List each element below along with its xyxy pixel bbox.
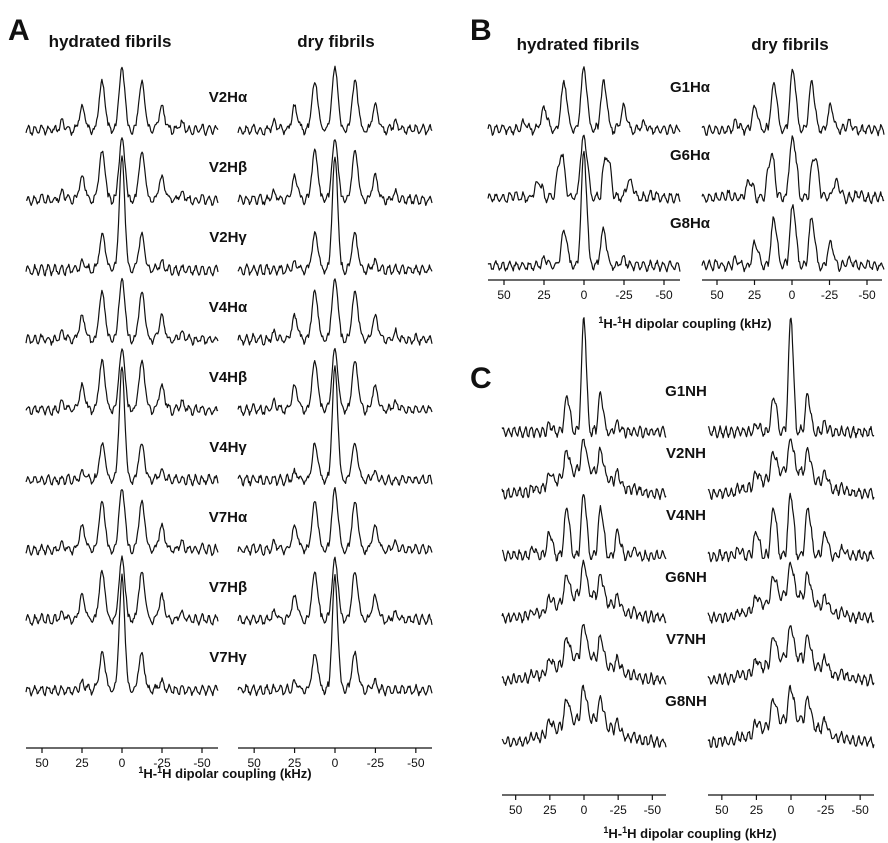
- panel-b-hydrated-trace-2: [487, 150, 681, 273]
- panel-a-hydrated-trace-1: [26, 137, 219, 206]
- panel-c-row-label-4: V7NH: [666, 631, 706, 648]
- panel-a-dry-trace-5: [237, 365, 433, 487]
- panel-c-left-trace-1: [501, 438, 667, 501]
- panel-letter-a: A: [8, 14, 30, 47]
- panel-a-row-label-7: V7Hβ: [209, 579, 247, 596]
- x-tick-label-a-dry-3: -25: [367, 756, 385, 770]
- panel-a-row-label-0: V2Hα: [209, 89, 248, 106]
- x-tick-label-b-dry-2: 0: [789, 288, 796, 302]
- x-tick-label-b-hydrated-2: 0: [581, 288, 588, 302]
- panel-a-x-title: 1H-1H dipolar coupling (kHz): [138, 765, 311, 781]
- panel-a-dry-trace-6: [237, 487, 433, 556]
- panel-c-row-label-1: V2NH: [666, 445, 706, 462]
- panel-c-left-trace-3: [501, 559, 667, 624]
- panel-b-dry-trace-0: [701, 68, 885, 137]
- panel-c-left-trace-4: [501, 623, 667, 686]
- panel-a-dry-trace-7: [237, 556, 433, 626]
- panel-a-hydrated-trace-4: [25, 348, 219, 416]
- panel-a-row-label-1: V2Hβ: [209, 159, 247, 176]
- panel-a-hydrated-trace-6: [25, 489, 219, 557]
- panel-a-dry-trace-4: [237, 347, 433, 417]
- panel-c-row-label-0: G1NH: [665, 383, 707, 400]
- x-tick-label-c-left-4: -50: [644, 803, 662, 817]
- x-tick-label-a-hydrated-2: 0: [119, 756, 126, 770]
- panel-b-hydrated-trace-0: [487, 66, 681, 136]
- x-tick-label-b-dry-0: 50: [710, 288, 724, 302]
- panel-c-x-title: 1H-1H dipolar coupling (kHz): [603, 825, 776, 841]
- panel-c-right-trace-5: [707, 684, 875, 749]
- x-tick-label-b-hydrated-3: -25: [615, 288, 633, 302]
- panel-c-right-trace-0: [707, 317, 875, 439]
- panel-a-row-label-3: V4Hα: [209, 299, 248, 316]
- panel-a-hydrated-trace-2: [25, 155, 219, 277]
- x-tick-label-b-hydrated-4: -50: [655, 288, 673, 302]
- panel-c-row-label-2: V4NH: [666, 507, 706, 524]
- panel-a-hydrated-trace-7: [25, 555, 219, 626]
- x-tick-label-a-hydrated-1: 25: [75, 756, 89, 770]
- x-tick-label-c-left-0: 50: [509, 803, 523, 817]
- panel-a-row-label-5: V4Hγ: [209, 439, 247, 456]
- panel-c-right-trace-1: [707, 438, 875, 500]
- panel-b-row-label-2: G8Hα: [670, 215, 711, 232]
- x-tick-label-c-right-4: -50: [851, 803, 869, 817]
- x-tick-label-b-dry-4: -50: [858, 288, 876, 302]
- x-tick-label-b-dry-3: -25: [821, 288, 839, 302]
- panel-b-row-label-1: G6Hα: [670, 147, 711, 164]
- panel-a-dry-trace-3: [237, 278, 433, 346]
- panel-c-left-trace-2: [501, 494, 667, 562]
- panel-a-row-label-2: V2Hγ: [209, 229, 247, 246]
- panel-b-dry-trace-1: [701, 135, 885, 205]
- panel-a-hydrated-trace-3: [25, 277, 219, 346]
- panel-a-dry-trace-1: [237, 139, 433, 206]
- x-tick-label-c-left-1: 25: [543, 803, 557, 817]
- x-tick-label-a-hydrated-4: -50: [193, 756, 211, 770]
- panel-b-x-title: 1H-1H dipolar coupling (kHz): [598, 315, 771, 331]
- x-tick-label-c-right-3: -25: [817, 803, 835, 817]
- panel-c-row-label-3: G6NH: [665, 569, 707, 586]
- panel-a-hydrated-trace-5: [25, 366, 219, 487]
- x-tick-label-c-right-0: 50: [715, 803, 729, 817]
- panel-c-right-trace-4: [707, 625, 875, 687]
- x-tick-label-a-hydrated-0: 50: [35, 756, 49, 770]
- panel-b-dry-trace-2: [701, 204, 885, 273]
- x-tick-label-c-right-2: 0: [788, 803, 795, 817]
- panel-a-row-label-4: V4Hβ: [209, 369, 247, 386]
- panel-a-hydrated-trace-8: [25, 573, 219, 697]
- panel-letter-c: C: [470, 362, 492, 395]
- panel-a-row-label-8: V7Hγ: [209, 649, 247, 666]
- panel-b-hydrated-title: hydrated fibrils: [517, 35, 640, 54]
- panel-a-dry-title: dry fibrils: [297, 32, 374, 51]
- x-tick-label-b-dry-1: 25: [748, 288, 762, 302]
- x-tick-label-a-hydrated-3: -25: [153, 756, 171, 770]
- panel-c-right-trace-3: [707, 561, 875, 624]
- panel-c-left-trace-0: [501, 317, 667, 439]
- panel-a-hydrated-trace-0: [25, 66, 219, 137]
- panel-b-row-label-0: G1Hα: [670, 79, 711, 96]
- x-tick-label-c-right-1: 25: [750, 803, 764, 817]
- x-tick-label-a-dry-1: 25: [288, 756, 302, 770]
- x-tick-label-a-dry-4: -50: [407, 756, 425, 770]
- panel-a-dry-trace-0: [237, 65, 433, 136]
- panel-a-dry-trace-8: [237, 574, 433, 697]
- x-tick-label-b-hydrated-0: 50: [497, 288, 511, 302]
- panel-b-dry-title: dry fibrils: [751, 35, 828, 54]
- x-tick-label-a-dry-2: 0: [332, 756, 339, 770]
- panel-b-hydrated-trace-1: [487, 134, 681, 204]
- x-tick-label-c-left-2: 0: [581, 803, 588, 817]
- x-tick-label-a-dry-0: 50: [247, 756, 261, 770]
- panel-a-dry-trace-2: [237, 156, 433, 276]
- panel-a-hydrated-title: hydrated fibrils: [49, 32, 172, 51]
- panel-letter-b: B: [470, 14, 492, 47]
- panel-a-row-label-6: V7Hα: [209, 509, 248, 526]
- x-tick-label-c-left-3: -25: [609, 803, 627, 817]
- panel-c-right-trace-2: [707, 492, 875, 563]
- x-tick-label-b-hydrated-1: 25: [537, 288, 551, 302]
- panel-c-left-trace-5: [501, 684, 667, 748]
- panel-c-row-label-5: G8NH: [665, 693, 707, 710]
